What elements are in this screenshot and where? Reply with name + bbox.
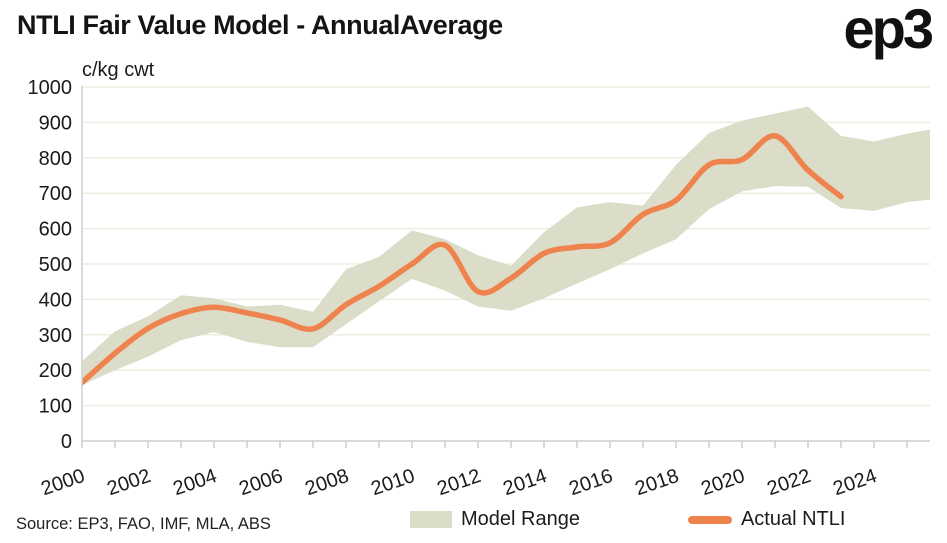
x-tick-label: 2002	[104, 465, 153, 500]
y-tick-label: 300	[39, 325, 72, 347]
x-tick-label: 2018	[632, 465, 681, 500]
y-tick-label: 100	[39, 396, 72, 418]
axes-layer	[81, 86, 930, 448]
y-tick-label: 800	[39, 148, 72, 170]
x-tick-label: 2004	[170, 465, 219, 500]
source-note: Source: EP3, FAO, IMF, MLA, ABS	[16, 515, 271, 533]
model-range-band	[82, 106, 930, 386]
y-tick-label: 0	[61, 431, 72, 453]
x-tick-label: 2016	[566, 465, 615, 500]
y-tick-label: 200	[39, 360, 72, 382]
y-tick-label: 1000	[28, 77, 73, 99]
y-tick-label: 900	[39, 112, 72, 134]
y-tick-label: 500	[39, 254, 72, 276]
series-layer	[82, 106, 930, 386]
x-tick-label: 2024	[830, 465, 879, 500]
x-tick-label: 2010	[368, 465, 417, 500]
y-axis-unit-label: c/kg cwt	[82, 59, 155, 81]
legend-swatch-model-range	[410, 511, 452, 528]
legend-swatch-actual-ntli	[687, 515, 732, 524]
y-tick-label: 400	[39, 289, 72, 311]
page-title: NTLI Fair Value Model - AnnualAverage	[17, 10, 503, 40]
x-tick-label: 2020	[698, 465, 747, 500]
x-tick-label: 2022	[764, 465, 813, 500]
x-tick-label: 2012	[434, 465, 483, 500]
legend-label-actual-ntli: Actual NTLI	[740, 508, 846, 530]
x-tick-label: 2008	[302, 465, 351, 500]
y-tick-label: 700	[39, 183, 72, 205]
ep3-logo: ep3	[843, 0, 934, 60]
x-tick-label: 2006	[236, 465, 285, 500]
legend-label-model-range: Model Range	[461, 508, 580, 530]
actual-ntli-line	[82, 133, 844, 386]
chart-legend: Model Range Actual NTLI	[410, 508, 845, 531]
x-tick-label: 2014	[500, 465, 549, 500]
y-tick-label: 600	[39, 219, 72, 241]
x-tick-label: 2000	[38, 465, 87, 500]
